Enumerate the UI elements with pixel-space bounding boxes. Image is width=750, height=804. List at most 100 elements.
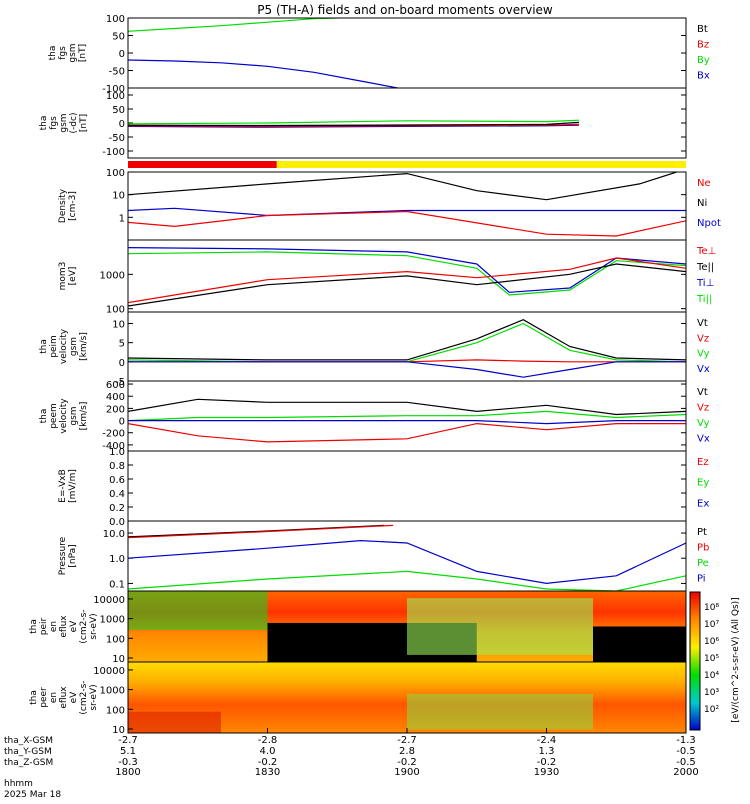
legend-Ex: Ex — [697, 498, 709, 509]
y-tick-label: -400 — [102, 441, 125, 452]
y-tick-label: 400 — [106, 392, 125, 403]
y-tick-label: 1.0 — [109, 447, 125, 458]
legend-Te||: Te|| — [696, 262, 714, 273]
y-axis-label: eV — [69, 620, 79, 633]
series-Vy — [128, 322, 686, 363]
y-tick-label: 0.0 — [109, 517, 125, 528]
y-tick-label: 0.6 — [109, 475, 125, 486]
ephemeris-value: -0.5 — [676, 757, 696, 768]
y-tick-label: -200 — [102, 429, 125, 440]
y-tick-label: 0.2 — [109, 503, 125, 514]
ephemeris-value: 4.0 — [260, 746, 276, 757]
legend-Bz: Bz — [697, 40, 709, 51]
legend-Pi: Pi — [697, 574, 706, 585]
legend-Bx: Bx — [697, 71, 710, 82]
y-tick-label: 10000 — [93, 595, 125, 606]
y-axis-label: eflux — [59, 686, 69, 709]
ephemeris-value: 5.1 — [120, 746, 136, 757]
legend-Pb: Pb — [697, 543, 709, 554]
series-Bz — [128, 123, 580, 128]
colorbar: 10⁸ 10⁷ 10⁶ 10⁵ 10⁴ 10³ 10² [eV/(cm^2-s-sr-eV) … — [689, 591, 741, 731]
spectro-green-region — [128, 591, 268, 631]
y-tick-label: 1000 — [100, 615, 125, 626]
series-Ni — [128, 172, 677, 201]
y-tick-label: 0 — [119, 417, 125, 428]
y-tick-label: 10.0 — [103, 529, 125, 540]
y-axis-label: Density — [58, 188, 68, 223]
y-tick-label: 50 — [112, 105, 125, 116]
y-axis-label: sr-eV) — [89, 613, 99, 639]
y-tick-label: 100 — [106, 168, 125, 179]
ephemeris-label: tha_Z-GSM — [4, 758, 53, 768]
legend-Bt: Bt — [697, 24, 708, 35]
ephemeris-label: tha_Y-GSM — [4, 747, 52, 757]
y-tick-label: -5 — [115, 377, 125, 388]
mode-bar-red — [128, 161, 277, 168]
y-axis-label: tha — [29, 690, 39, 705]
y-axis-label: en — [49, 621, 59, 632]
ephemeris-value: -0.5 — [676, 746, 696, 757]
colorbar-label: [eV/(cm^2-s-sr-eV) (All Qs)] — [731, 597, 741, 722]
colorbar-tick: 10³ — [704, 688, 719, 698]
y-tick-label: 100 — [106, 91, 125, 102]
panel-efield: 1.0 0.8 0.6 0.4 0.2 0.0 E=-VxB [mV/m] Ez Ey Ex — [58, 447, 709, 528]
y-tick-label: 1 — [119, 213, 125, 224]
y-axis-label: peem — [49, 403, 59, 429]
y-tick-label: -50 — [109, 67, 125, 78]
legend-Ez: Ez — [697, 457, 709, 468]
ephemeris-value: 1.3 — [539, 746, 555, 757]
series-Vz — [128, 422, 686, 443]
legend-Vx: Vx — [697, 364, 710, 375]
x-tick-label: 1830 — [255, 767, 280, 778]
y-tick-label: 0 — [119, 49, 125, 60]
y-axis-label: (cm2-s- — [79, 609, 89, 643]
y-tick-label: 0.4 — [109, 489, 125, 500]
ephemeris-value: -0.2 — [258, 757, 278, 768]
legend-Npot: Npot — [697, 218, 721, 229]
y-axis-label: peir — [39, 617, 49, 635]
y-tick-label: 5 — [119, 339, 125, 350]
series-Vy — [128, 410, 686, 422]
y-axis-label: peim — [49, 335, 59, 358]
series-By — [128, 18, 338, 32]
y-axis-label: [cm-3] — [68, 191, 78, 221]
colorbar-tick: 10⁸ — [704, 603, 719, 613]
y-axis-label: peer — [39, 687, 49, 708]
time-axis-label: hhmm — [4, 779, 33, 789]
panel-moms: 1000 100 mom3 [eV] Te⊥ Te|| Ti⊥ Ti|| — [58, 239, 716, 316]
ephemeris-value: 2.8 — [399, 746, 415, 757]
panel-fgs_dc: 100 50 0 -50 -100 tha fgs gsm (-dc) [nT] — [39, 87, 687, 159]
series-Te|| — [128, 263, 686, 307]
legend-Vy: Vy — [697, 349, 710, 360]
panel-density: 100 10 1 Density [cm-3] Ne Ni Npot — [58, 168, 721, 241]
y-tick-label: 50 — [112, 32, 125, 43]
time-axis-group: 1800 1830 1900 1930 2000 tha_X-GSM -2.7 -2.8 -2.… — [4, 728, 699, 800]
y-axis-label: sr-eV) — [89, 684, 99, 710]
colorbar-tick: 10⁶ — [704, 637, 719, 647]
x-tick-label: 2000 — [673, 767, 698, 778]
y-axis-label: gsm — [69, 406, 79, 425]
x-tick-label: 1800 — [115, 767, 140, 778]
panel-frame — [127, 450, 687, 522]
spectro-black-region — [593, 626, 686, 662]
legend-Ti⊥: Ti⊥ — [696, 278, 714, 289]
ephemeris-label: tha_X-GSM — [4, 736, 53, 746]
colorbar-tick: 10⁴ — [704, 671, 719, 681]
ephemeris-value: -2.8 — [258, 735, 278, 746]
spectro-red-region — [128, 711, 221, 733]
legend-Ey: Ey — [697, 478, 709, 489]
y-axis-label: Pressure — [58, 536, 68, 575]
y-axis-label: gsm — [69, 337, 79, 356]
y-axis-label: [nT] — [78, 44, 88, 62]
y-axis-label: [eV] — [68, 267, 78, 286]
series-Vt — [128, 398, 686, 416]
legend-Vz: Vz — [697, 333, 709, 344]
spectro-green-region — [407, 693, 593, 730]
series-Pe — [128, 570, 686, 591]
y-tick-label: 1000 — [100, 270, 125, 281]
y-tick-label: 100 — [106, 634, 125, 645]
series-Vx — [128, 361, 686, 378]
y-axis-label: gsm — [59, 113, 69, 132]
